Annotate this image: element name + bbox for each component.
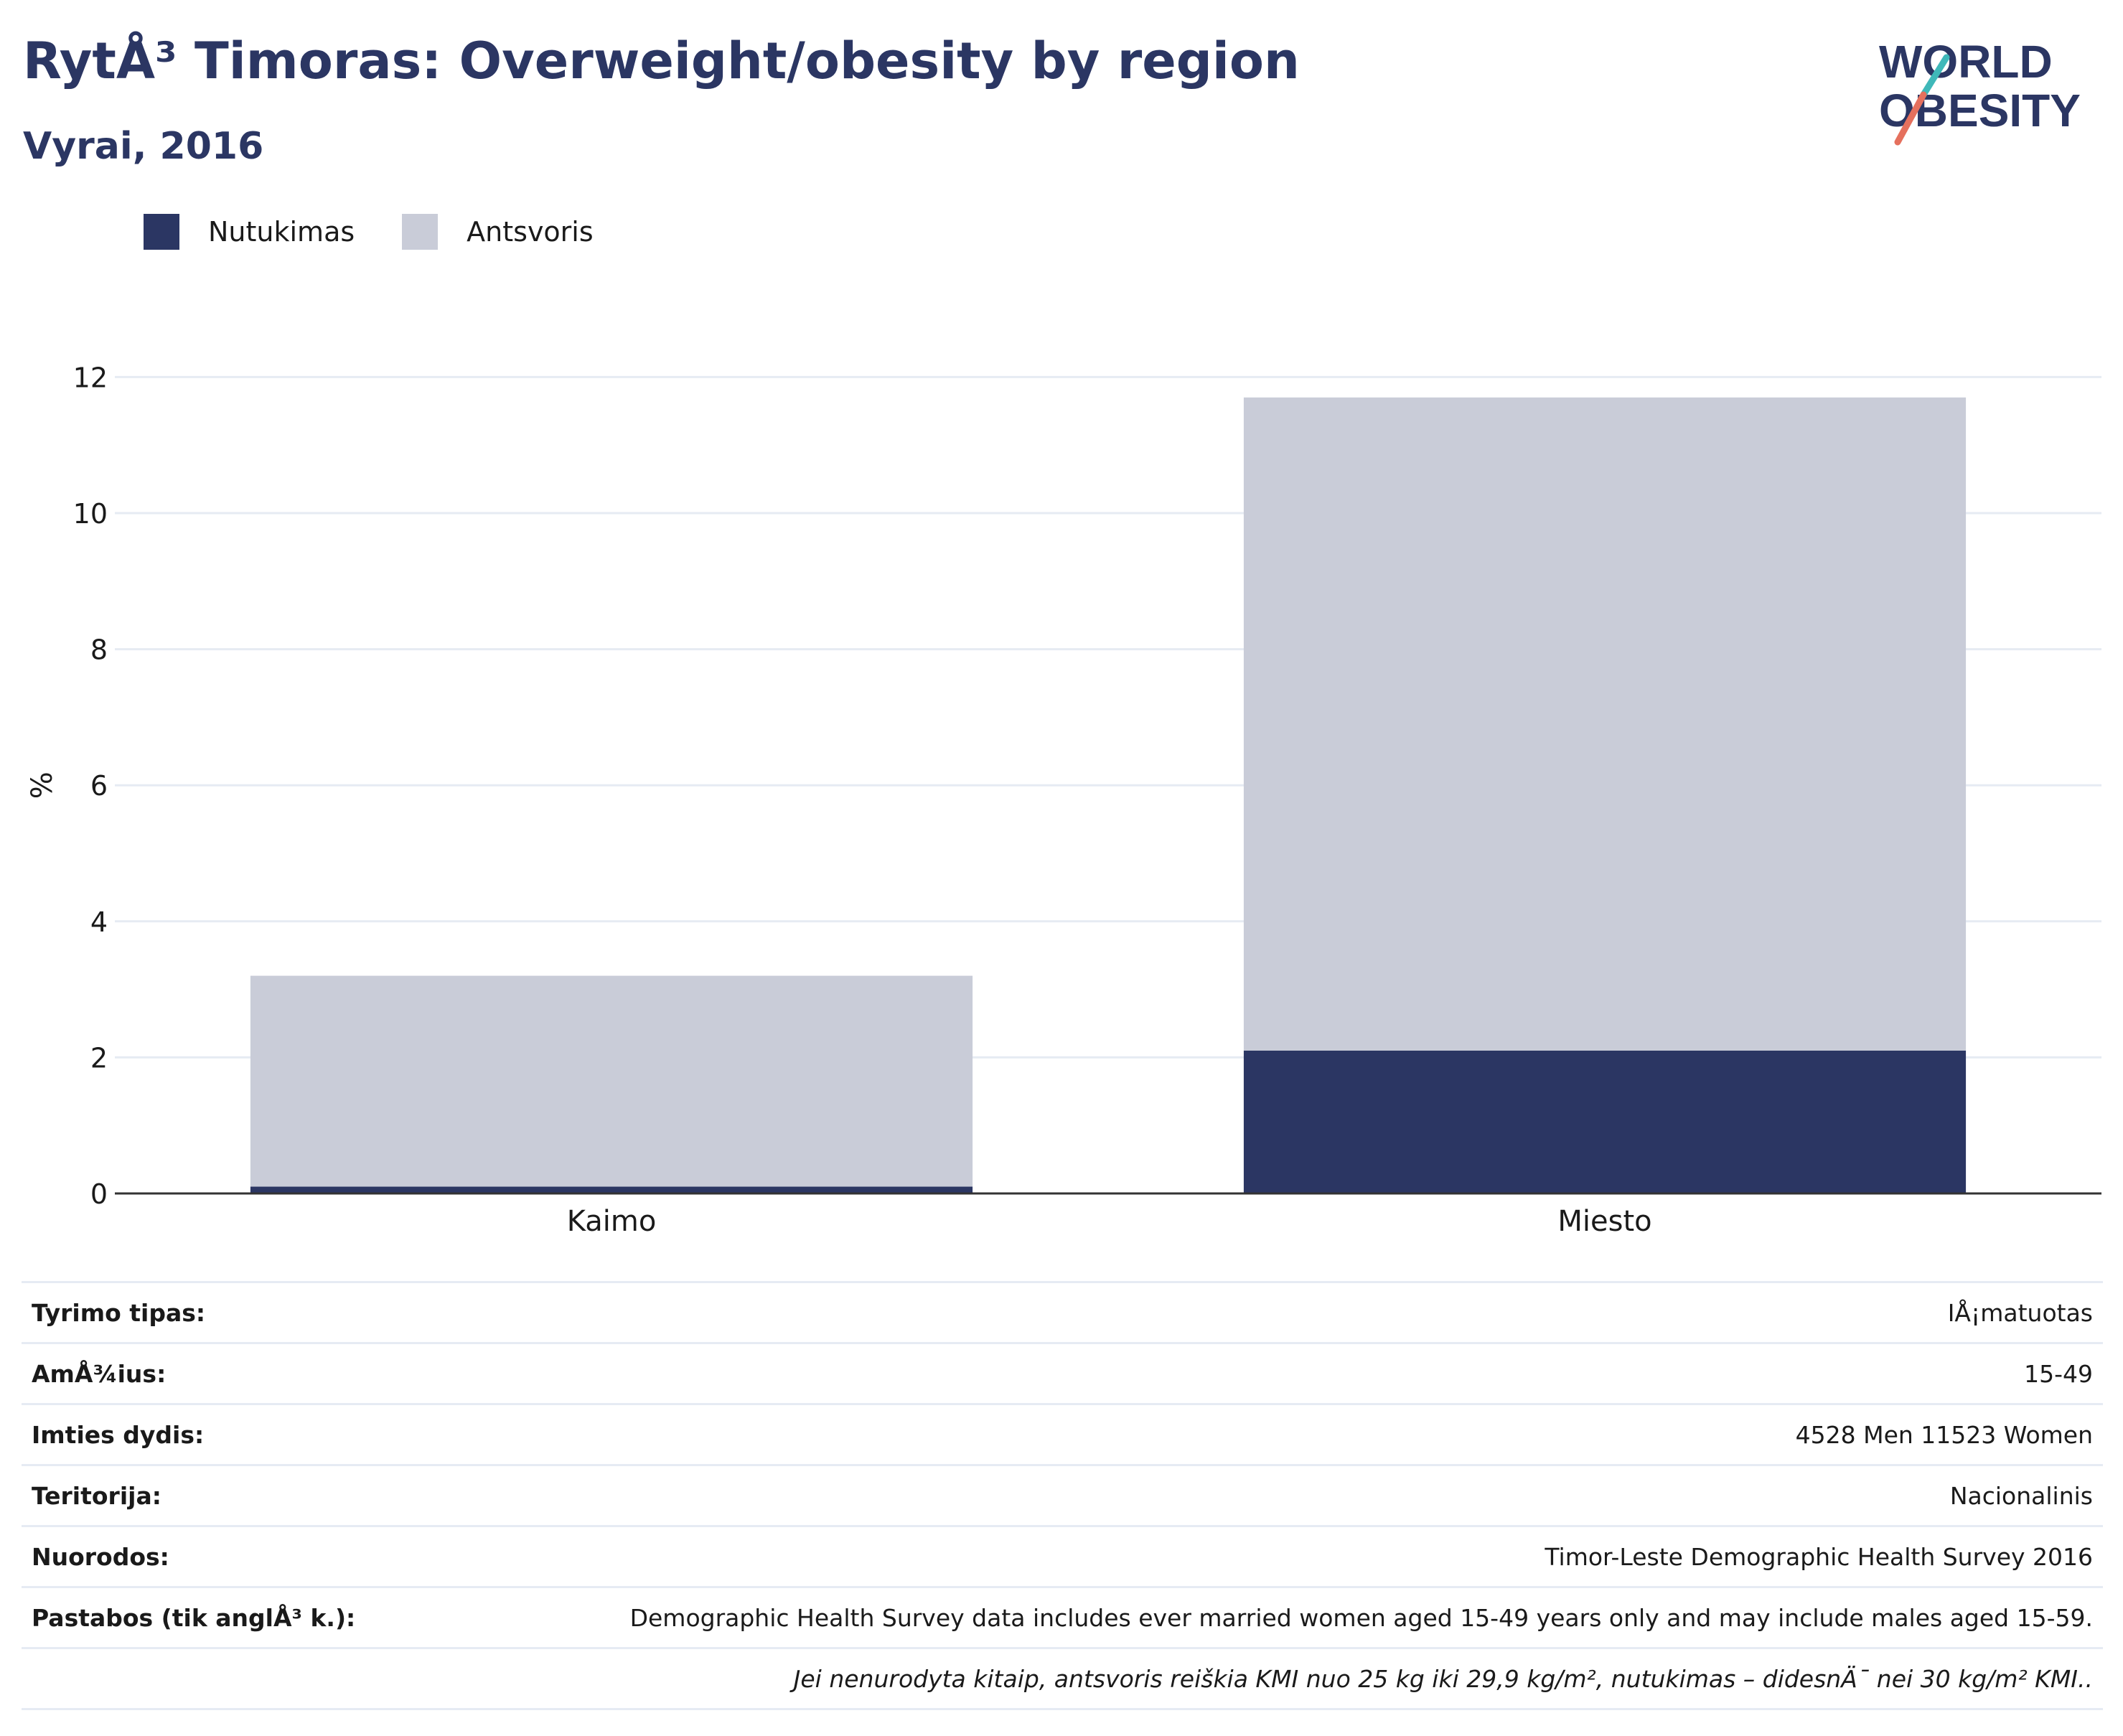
logo-slash-bottom xyxy=(1894,91,1927,146)
x-tick-label: Kaimo xyxy=(567,1205,657,1238)
y-tick-label: 6 xyxy=(90,770,108,802)
info-value: 4528 Men 11523 Women xyxy=(558,1403,2103,1465)
info-label: Teritorija: xyxy=(22,1464,558,1526)
bmi-footnote: Jei nenurodyta kitaip, antsvoris reiškia… xyxy=(558,1647,2103,1710)
info-row-territory: Teritorija: Nacionalinis xyxy=(22,1464,2103,1526)
legend-swatch-antsvoris xyxy=(402,214,439,250)
y-tick-label: 8 xyxy=(90,634,108,666)
info-value: IÅ¡matuotas xyxy=(558,1281,2103,1343)
logo-slash-top xyxy=(1920,54,1950,98)
y-tick-label: 12 xyxy=(73,362,108,393)
info-row-survey-type: Tyrimo tipas: IÅ¡matuotas xyxy=(22,1281,2103,1343)
info-label: AmÅ¾ius: xyxy=(22,1342,558,1404)
bar-nutukimas-miesto xyxy=(1243,1050,1967,1193)
y-tick-label: 4 xyxy=(90,906,108,938)
info-value: Timor-Leste Demographic Health Survey 20… xyxy=(558,1525,2103,1587)
chart-subtitle: Vyrai, 2016 xyxy=(23,125,264,168)
bar-antsvoris-kaimo xyxy=(250,975,973,1187)
info-label: Imties dydis: xyxy=(22,1403,558,1465)
info-row-age: AmÅ¾ius: 15-49 xyxy=(22,1342,2103,1404)
y-tick-label: 2 xyxy=(90,1042,108,1074)
x-tick-label: Miesto xyxy=(1557,1205,1651,1238)
logo-line-world: WORLD xyxy=(1879,36,2053,88)
legend-item-antsvoris: Antsvoris xyxy=(402,214,594,250)
info-label: Pastabos (tik anglÅ³ k.): xyxy=(22,1586,558,1648)
info-row-notes: Pastabos (tik anglÅ³ k.): Demographic He… xyxy=(22,1586,2103,1648)
logo-line-obesity: OBESITY xyxy=(1879,85,2081,136)
info-row-sample-size: Imties dydis: 4528 Men 11523 Women xyxy=(22,1403,2103,1465)
info-label: Tyrimo tipas: xyxy=(22,1281,558,1343)
info-value: Nacionalinis xyxy=(558,1464,2103,1526)
world-obesity-logo: WORLD OBESITY xyxy=(1879,36,2081,146)
info-row-references: Nuorodos: Timor-Leste Demographic Health… xyxy=(22,1525,2103,1587)
bar-antsvoris-miesto xyxy=(1243,397,1967,1051)
info-value: 15-49 xyxy=(558,1342,2103,1404)
legend-label-nutukimas: Nutukimas xyxy=(208,216,355,248)
y-tick-label: 10 xyxy=(73,498,108,530)
info-value: Demographic Health Survey data includes … xyxy=(558,1586,2103,1648)
legend-swatch-nutukimas xyxy=(144,214,179,250)
chart-title: RytÅ³ Timoras: Overweight/obesity by reg… xyxy=(23,32,1300,90)
info-label: Nuorodos: xyxy=(22,1525,558,1587)
survey-info-table: Tyrimo tipas: IÅ¡matuotas AmÅ¾ius: 15-49… xyxy=(22,1281,2103,1710)
y-axis-label: % xyxy=(26,771,59,799)
y-tick-label: 0 xyxy=(90,1178,108,1210)
bar-nutukimas-kaimo xyxy=(250,1186,973,1193)
stacked-bar-chart: 0 2 4 6 8 10 12% Kaimo Miesto xyxy=(26,362,2101,1238)
info-row-footnote: Jei nenurodyta kitaip, antsvoris reiškia… xyxy=(22,1647,2103,1710)
chart-legend: Nutukimas Antsvoris xyxy=(144,212,641,251)
info-label-empty xyxy=(22,1647,558,1710)
legend-label-antsvoris: Antsvoris xyxy=(467,216,594,248)
legend-item-nutukimas: Nutukimas xyxy=(144,214,355,250)
